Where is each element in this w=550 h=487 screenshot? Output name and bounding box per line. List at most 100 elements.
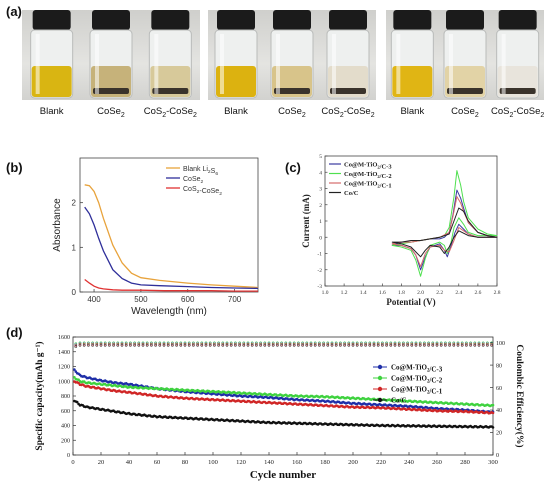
x-tick-label: 2.2 bbox=[436, 290, 443, 296]
ce-marker bbox=[263, 341, 267, 345]
ce-marker bbox=[301, 341, 304, 345]
ce-marker bbox=[313, 342, 317, 346]
series-curve-3 bbox=[391, 196, 498, 267]
ce-marker bbox=[318, 341, 321, 345]
vial-label: Blank bbox=[224, 106, 248, 117]
ce-marker bbox=[217, 341, 220, 345]
ce-marker bbox=[351, 342, 355, 346]
ce-marker bbox=[330, 342, 334, 346]
ce-marker bbox=[288, 341, 292, 345]
vial-label: CoSe2 bbox=[97, 106, 125, 119]
ce-marker bbox=[473, 344, 477, 347]
ce-marker bbox=[116, 342, 120, 346]
ce-marker bbox=[393, 344, 397, 347]
ce-marker bbox=[120, 342, 124, 346]
ce-marker bbox=[469, 342, 472, 346]
ce-marker bbox=[309, 344, 313, 347]
vial-photo-2 bbox=[208, 10, 376, 100]
x-tick-label: 200 bbox=[348, 459, 358, 466]
ce-marker bbox=[82, 341, 86, 345]
ce-marker bbox=[448, 341, 451, 345]
ce-marker bbox=[192, 342, 195, 346]
ce-marker bbox=[137, 342, 141, 346]
ce-marker bbox=[477, 342, 481, 346]
ce-marker bbox=[372, 342, 376, 346]
ce-marker bbox=[267, 344, 271, 347]
x-tick-label: 2.8 bbox=[494, 290, 501, 296]
ce-marker bbox=[292, 344, 296, 347]
ce-marker bbox=[406, 342, 409, 346]
ce-marker bbox=[406, 341, 409, 345]
vial-highlight bbox=[449, 34, 453, 94]
ce-marker bbox=[280, 344, 283, 347]
ce-marker bbox=[271, 344, 275, 347]
ce-marker bbox=[78, 344, 82, 347]
ce-marker bbox=[242, 341, 246, 345]
ce-marker bbox=[234, 344, 237, 347]
ce-marker bbox=[284, 342, 288, 346]
ce-marker bbox=[368, 344, 372, 347]
ce-marker bbox=[410, 341, 414, 345]
ce-marker bbox=[444, 341, 447, 345]
ce-marker bbox=[431, 341, 435, 345]
ce-marker bbox=[334, 344, 338, 347]
y-tick-label: 600 bbox=[61, 409, 70, 415]
y-tick-label: -2 bbox=[317, 268, 322, 274]
ce-marker bbox=[456, 342, 460, 346]
ce-marker bbox=[229, 342, 233, 346]
vial-cap bbox=[217, 10, 255, 30]
ce-marker bbox=[305, 344, 309, 347]
ce-marker bbox=[91, 341, 94, 345]
ce-marker bbox=[385, 344, 388, 347]
ce-marker bbox=[309, 341, 313, 345]
x-tick-label: 80 bbox=[182, 459, 189, 466]
ce-marker bbox=[456, 341, 460, 345]
ce-marker bbox=[171, 341, 174, 345]
ce-marker bbox=[364, 344, 367, 347]
ce-marker bbox=[179, 342, 183, 346]
ce-marker bbox=[238, 341, 241, 345]
ce-marker bbox=[238, 344, 241, 347]
ce-marker bbox=[99, 341, 103, 345]
ce-marker bbox=[486, 344, 489, 347]
ce-marker bbox=[477, 341, 481, 345]
ce-marker bbox=[448, 342, 451, 346]
ce-marker bbox=[435, 344, 439, 347]
ce-marker bbox=[208, 341, 212, 345]
ce-marker bbox=[162, 344, 166, 347]
ce-marker bbox=[99, 344, 103, 347]
ce-marker bbox=[250, 342, 254, 346]
ce-marker bbox=[460, 344, 464, 347]
ce-marker bbox=[284, 341, 288, 345]
ce-marker bbox=[242, 344, 246, 347]
vial-sediment bbox=[330, 88, 366, 94]
ce-marker bbox=[389, 344, 393, 347]
ce-marker bbox=[116, 344, 120, 347]
vial-highlight bbox=[220, 34, 224, 94]
y-tick-label: 1200 bbox=[58, 365, 70, 371]
ce-marker bbox=[360, 344, 363, 347]
ce-marker bbox=[486, 341, 489, 345]
ce-marker bbox=[150, 341, 153, 345]
x-tick-label: 2.0 bbox=[417, 290, 424, 296]
ce-marker bbox=[95, 342, 99, 346]
ce-marker bbox=[368, 342, 372, 346]
cv-chart: 1.0 1.2 1.4 1.6 1.8 2.0 2.2 2.4 2.6 2.8 -3 -2 -1 0 1 2 3… bbox=[301, 154, 501, 307]
series-3 bbox=[73, 342, 495, 415]
ce-marker bbox=[271, 341, 275, 345]
ce-marker bbox=[452, 341, 456, 345]
ce-marker bbox=[326, 342, 330, 346]
x-tick-label: 0 bbox=[71, 459, 74, 466]
vial-label: CoS2-CoSe2 bbox=[143, 106, 197, 119]
ce-marker bbox=[200, 344, 204, 347]
ce-marker bbox=[355, 344, 359, 347]
ce-marker bbox=[313, 344, 317, 347]
vial-highlight bbox=[501, 34, 506, 94]
vial-photo-drawing bbox=[390, 10, 540, 99]
ce-marker bbox=[74, 344, 78, 347]
legend-label: Co/C bbox=[391, 397, 407, 405]
ce-marker bbox=[473, 341, 477, 345]
ce-marker bbox=[171, 344, 174, 347]
ce-marker bbox=[208, 344, 212, 347]
ce-marker bbox=[376, 344, 380, 347]
